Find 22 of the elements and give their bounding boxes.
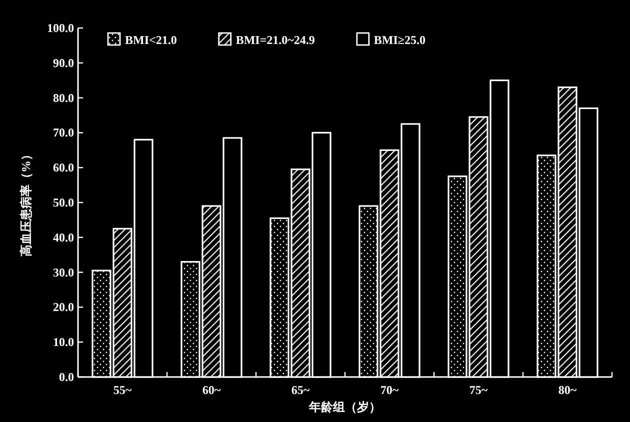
y-tick-label: 10.0 [53,335,74,350]
y-tick-label: 70.0 [53,126,74,140]
x-tick-label: 55~ [113,383,132,397]
x-tick-label: 75~ [469,383,488,397]
y-tick-label: 90.0 [53,56,74,70]
y-axis-title: 高血压患病率（%） [19,148,33,256]
y-tick-label: 50.0 [53,196,74,210]
y-tick-label: 60.0 [53,160,74,175]
x-tick-label: 65~ [291,383,310,397]
x-tick-label: 60~ [202,383,222,397]
x-tick-label: 70~ [380,383,400,397]
legend-label: BMI<21.0 [125,33,177,47]
y-tick-label: 80.0 [53,90,74,105]
x-axis-title: 年龄组（岁） [308,400,381,414]
x-tick-label: 80~ [558,383,578,397]
y-tick-label: 30.0 [53,265,74,280]
y-tick-label: 20.0 [53,300,74,314]
y-tick-label: 100.0 [47,21,74,35]
legend-label: BMI=21.0~24.9 [236,33,315,47]
y-tick-label: 40.0 [53,230,74,244]
legend-label: BMI≥25.0 [374,33,426,47]
y-tick-label: 0.0 [59,370,74,384]
